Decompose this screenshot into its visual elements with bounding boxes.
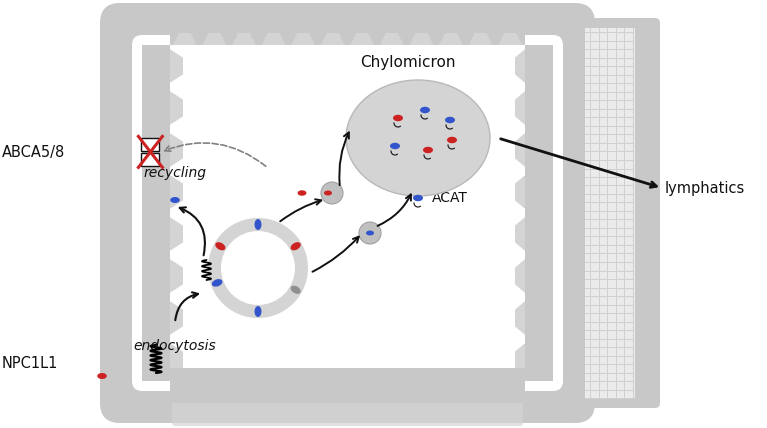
Polygon shape — [170, 175, 183, 209]
Ellipse shape — [393, 115, 403, 121]
Text: Chylomicron: Chylomicron — [360, 55, 456, 70]
Bar — [142, 45, 170, 381]
Polygon shape — [291, 33, 315, 45]
Polygon shape — [232, 33, 255, 45]
Circle shape — [359, 222, 381, 244]
FancyBboxPatch shape — [132, 35, 563, 391]
Polygon shape — [262, 33, 285, 45]
Ellipse shape — [97, 373, 107, 379]
Polygon shape — [515, 133, 525, 167]
Ellipse shape — [413, 195, 423, 201]
Polygon shape — [351, 33, 374, 45]
Text: ACAT: ACAT — [432, 191, 468, 205]
Polygon shape — [202, 33, 226, 45]
Bar — [170, 23, 525, 45]
Bar — [141, 138, 160, 152]
Polygon shape — [515, 343, 525, 377]
Polygon shape — [469, 33, 492, 45]
Ellipse shape — [324, 190, 332, 196]
Polygon shape — [170, 259, 183, 293]
Circle shape — [208, 218, 308, 318]
Ellipse shape — [346, 80, 490, 196]
Text: NPC1L1: NPC1L1 — [2, 356, 58, 371]
Polygon shape — [515, 259, 525, 293]
Polygon shape — [173, 33, 196, 45]
Ellipse shape — [291, 242, 301, 250]
Circle shape — [221, 231, 295, 305]
Polygon shape — [170, 133, 183, 167]
Polygon shape — [515, 49, 525, 83]
Ellipse shape — [445, 117, 455, 123]
Text: endocytosis: endocytosis — [133, 339, 216, 353]
Polygon shape — [515, 301, 525, 335]
Polygon shape — [170, 301, 183, 335]
Ellipse shape — [423, 147, 433, 153]
Ellipse shape — [255, 306, 262, 317]
Ellipse shape — [216, 242, 225, 250]
Polygon shape — [170, 91, 183, 125]
Polygon shape — [410, 33, 433, 45]
Circle shape — [321, 182, 343, 204]
Text: lymphatics: lymphatics — [665, 181, 746, 196]
Text: ABCA5/8: ABCA5/8 — [2, 145, 65, 160]
Ellipse shape — [212, 279, 222, 287]
Polygon shape — [170, 343, 183, 377]
Polygon shape — [380, 33, 403, 45]
Polygon shape — [515, 91, 525, 125]
Ellipse shape — [298, 190, 306, 196]
Bar — [580, 28, 635, 398]
Polygon shape — [499, 33, 522, 45]
Polygon shape — [515, 175, 525, 209]
Bar — [141, 153, 160, 166]
FancyBboxPatch shape — [172, 402, 523, 426]
Ellipse shape — [170, 197, 179, 203]
Ellipse shape — [447, 137, 457, 143]
FancyBboxPatch shape — [570, 18, 660, 408]
Polygon shape — [170, 217, 183, 251]
Bar — [170, 368, 525, 403]
Polygon shape — [170, 49, 183, 83]
Ellipse shape — [390, 143, 400, 149]
Bar — [575, 23, 585, 403]
Text: recycling: recycling — [143, 166, 206, 180]
Polygon shape — [515, 217, 525, 251]
Ellipse shape — [255, 219, 262, 230]
Ellipse shape — [366, 231, 374, 235]
Polygon shape — [439, 33, 463, 45]
Ellipse shape — [291, 285, 301, 294]
FancyBboxPatch shape — [100, 3, 595, 423]
Bar — [525, 45, 553, 381]
Polygon shape — [321, 33, 344, 45]
Ellipse shape — [420, 107, 430, 113]
